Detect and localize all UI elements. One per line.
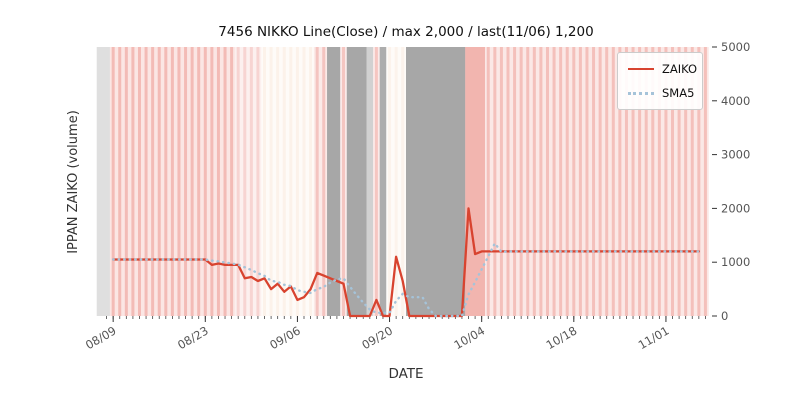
x-tick-label: 10/04 (451, 323, 487, 352)
legend: ZAIKO SMA5 (617, 52, 703, 110)
y-tick-label: 2000 (721, 201, 750, 215)
x-tick-label: 11/01 (636, 323, 672, 352)
sma5-line-sample-icon (628, 91, 654, 95)
x-tick-label: 08/23 (175, 323, 211, 352)
legend-label-sma5: SMA5 (662, 86, 695, 100)
zaiko-line-sample-icon (628, 68, 654, 70)
y-tick-label: 0 (721, 309, 728, 323)
x-tick-label: 08/09 (83, 323, 119, 352)
x-tick-label: 09/20 (359, 323, 395, 352)
x-tick-label: 09/06 (267, 323, 303, 352)
zaiko-line (112, 207, 700, 318)
legend-item-zaiko: ZAIKO (628, 62, 697, 76)
x-axis-label: DATE (388, 366, 424, 382)
legend-item-sma5: SMA5 (628, 86, 695, 100)
y-tick-label: 4000 (721, 94, 750, 108)
y-tick-label: 1000 (721, 255, 750, 269)
y-tick-label: 5000 (721, 40, 750, 54)
background-bands (96, 47, 709, 316)
legend-label-zaiko: ZAIKO (662, 62, 698, 76)
y-axis-label: IPPAN ZAIKO (volume) (66, 110, 81, 254)
chart-title: 7456 NIKKO Line(Close) / max 2,000 / las… (218, 24, 594, 40)
x-axis-minor-ticks (106, 316, 706, 319)
x-axis-ticks: 08/09 08/23 09/06 09/20 10/04 10/18 11/01 (83, 316, 671, 352)
y-tick-label: 3000 (721, 148, 750, 162)
y-axis-ticks: 0 1000 2000 3000 4000 5000 (712, 40, 750, 323)
x-tick-label: 10/18 (544, 323, 580, 352)
